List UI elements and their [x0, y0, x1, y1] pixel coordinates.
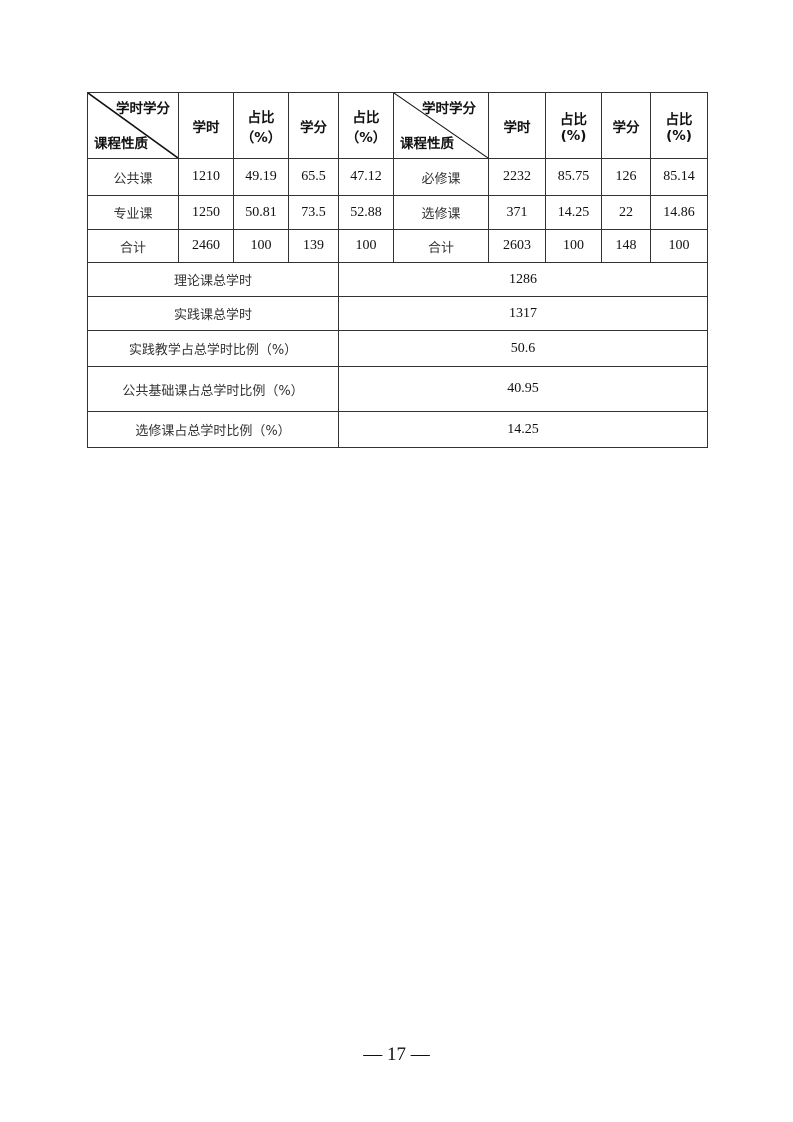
- course-type-cell: 专业课: [87, 195, 179, 230]
- diagonal-header-right: 学时学分 课程性质: [393, 92, 489, 159]
- value-cell: 2232: [488, 158, 546, 196]
- header-hours-pct: 占比 （%）: [233, 92, 289, 159]
- header-credits-pct: 占比 (%): [650, 92, 708, 159]
- value-cell: 14.86: [650, 195, 708, 230]
- summary-label: 实践教学占总学时比例（%）: [87, 330, 339, 367]
- summary-value: 50.6: [338, 330, 708, 367]
- summary-value: 1286: [338, 262, 708, 297]
- value-cell: 371: [488, 195, 546, 230]
- value-cell: 50.81: [233, 195, 289, 230]
- value-cell: 47.12: [338, 158, 394, 196]
- value-cell: 126: [601, 158, 651, 196]
- course-type-cell: 公共课: [87, 158, 179, 196]
- value-cell: 85.75: [545, 158, 602, 196]
- value-cell: 2603: [488, 229, 546, 263]
- header-credits: 学分: [601, 92, 651, 159]
- summary-row: 理论课总学时 1286: [87, 262, 708, 297]
- value-cell: 139: [288, 229, 339, 263]
- value-cell: 85.14: [650, 158, 708, 196]
- value-cell: 100: [338, 229, 394, 263]
- summary-row: 实践课总学时 1317: [87, 296, 708, 331]
- header-row: 学时学分 课程性质 学时 占比 （%） 学分 占比 （%） 学时学分 课程性质 …: [87, 92, 708, 159]
- value-cell: 100: [650, 229, 708, 263]
- value-cell: 65.5: [288, 158, 339, 196]
- header-hours-credits: 学时学分: [116, 101, 170, 117]
- summary-value: 14.25: [338, 411, 708, 448]
- diagonal-header-left: 学时学分 课程性质: [87, 92, 179, 159]
- table-row: 合计 2460 100 139 100 合计 2603 100 148 100: [87, 229, 708, 263]
- header-course-type: 课程性质: [400, 136, 454, 152]
- summary-value: 40.95: [338, 366, 708, 412]
- summary-label: 选修课占总学时比例（%）: [87, 411, 339, 448]
- value-cell: 148: [601, 229, 651, 263]
- header-credits-pct: 占比 （%）: [338, 92, 394, 159]
- page-number: — 17 —: [363, 1044, 430, 1065]
- summary-row: 实践教学占总学时比例（%） 50.6: [87, 330, 708, 367]
- value-cell: 100: [545, 229, 602, 263]
- summary-row: 选修课占总学时比例（%） 14.25: [87, 411, 708, 448]
- header-course-type: 课程性质: [94, 136, 148, 152]
- header-credits: 学分: [288, 92, 339, 159]
- value-cell: 100: [233, 229, 289, 263]
- summary-row: 公共基础课占总学时比例（%） 40.95: [87, 366, 708, 412]
- value-cell: 49.19: [233, 158, 289, 196]
- value-cell: 52.88: [338, 195, 394, 230]
- course-hours-table: 学时学分 课程性质 学时 占比 （%） 学分 占比 （%） 学时学分 课程性质 …: [87, 92, 708, 448]
- header-hours: 学时: [488, 92, 546, 159]
- header-hours-credits: 学时学分: [422, 101, 476, 117]
- course-type-cell: 必修课: [393, 158, 489, 196]
- course-type-cell: 合计: [393, 229, 489, 263]
- value-cell: 1210: [178, 158, 234, 196]
- value-cell: 14.25: [545, 195, 602, 230]
- header-hours-pct: 占比 (%): [545, 92, 602, 159]
- course-type-cell: 合计: [87, 229, 179, 263]
- summary-value: 1317: [338, 296, 708, 331]
- summary-label: 公共基础课占总学时比例（%）: [87, 366, 339, 412]
- value-cell: 73.5: [288, 195, 339, 230]
- summary-label: 实践课总学时: [87, 296, 339, 331]
- value-cell: 1250: [178, 195, 234, 230]
- table-row: 专业课 1250 50.81 73.5 52.88 选修课 371 14.25 22 14.86: [87, 195, 708, 230]
- value-cell: 22: [601, 195, 651, 230]
- value-cell: 2460: [178, 229, 234, 263]
- course-type-cell: 选修课: [393, 195, 489, 230]
- header-hours: 学时: [178, 92, 234, 159]
- summary-label: 理论课总学时: [87, 262, 339, 297]
- table-row: 公共课 1210 49.19 65.5 47.12 必修课 2232 85.75 126 85.1…: [87, 158, 708, 196]
